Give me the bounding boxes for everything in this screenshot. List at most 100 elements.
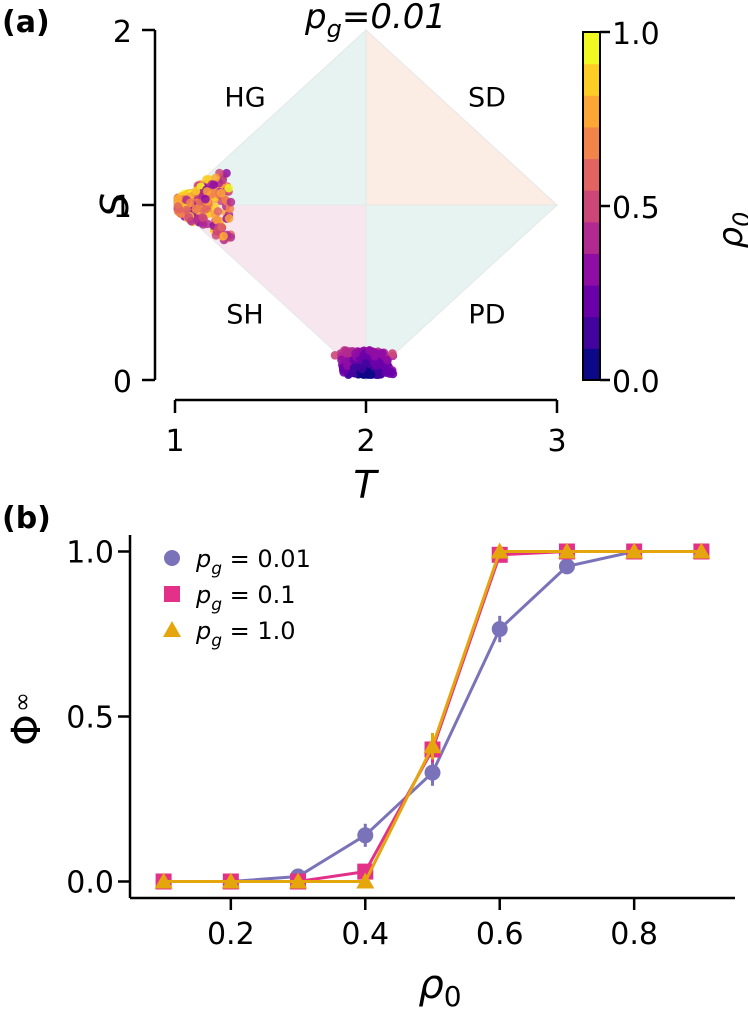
x-tick-label: 2 (356, 424, 375, 459)
data-point (491, 621, 508, 638)
panel-a-xlabel: T (353, 463, 379, 507)
colorbar-segment (583, 95, 600, 128)
title-symbol: p (304, 0, 327, 37)
scatter-point (330, 350, 340, 360)
colorbar-tick-label: 0.5 (612, 191, 660, 226)
colorbar-segment (583, 348, 600, 381)
scatter-point (226, 197, 236, 207)
legend-value: = 0.01 (222, 545, 311, 573)
x-tick-label: 0.2 (207, 917, 255, 952)
ylabel-superscript: ∞ (8, 692, 36, 712)
scatter-point (388, 349, 397, 358)
data-point (221, 872, 240, 889)
scatter-point (201, 204, 211, 214)
legend-entry: pg = 1.0 (195, 617, 296, 651)
colorbar-segment (583, 158, 600, 191)
data-point (558, 558, 575, 575)
region-group: HG SD SH PD (173, 28, 559, 382)
colorbar-segment (583, 126, 600, 160)
scatter-points (173, 168, 398, 380)
panel-b-ylabel: Φ ∞ (4, 692, 50, 746)
data-point (490, 542, 509, 559)
ylabel-main: Φ (4, 714, 50, 745)
scatter-point (337, 355, 346, 365)
colorbar-tick-label: 1.0 (612, 17, 660, 52)
scatter-point (202, 175, 211, 184)
colorbar-segment (583, 63, 600, 96)
scatter-point (224, 214, 234, 223)
scatter-point (343, 361, 352, 370)
region-sd (365, 28, 559, 206)
legend-marker (163, 621, 181, 637)
x-tick-label: 1 (165, 424, 184, 459)
title-subscript: g (327, 15, 342, 43)
legend-marker (164, 550, 180, 566)
colorbar-segment (583, 221, 600, 254)
scatter-point (349, 363, 359, 373)
y-tick-label: 0 (113, 365, 132, 400)
scatter-point (191, 186, 201, 196)
data-point (154, 872, 173, 889)
scatter-point (213, 207, 223, 216)
x-tick-label: 3 (547, 424, 566, 459)
panel-b-axes: 0.0 0.5 1.0 0.2 0.4 0.6 0.8 (66, 535, 735, 952)
x-tick-label: 0.4 (341, 917, 389, 952)
scatter-point (376, 349, 386, 359)
legend-value: = 0.1 (222, 581, 296, 609)
data-point (625, 542, 644, 559)
legend-symbol: p (195, 581, 211, 609)
scatter-point (370, 351, 379, 361)
scatter-point (201, 194, 210, 204)
y-tick-label: 2 (113, 15, 132, 50)
x-tick-label: 0.6 (476, 917, 524, 952)
x-tick-label: 0.8 (610, 917, 658, 952)
legend-subscript: g (211, 595, 222, 615)
scatter-point (381, 368, 391, 377)
legend-entry: pg = 0.01 (195, 545, 311, 579)
xlabel-subscript: 0 (444, 980, 462, 1013)
region-label-sd: SD (468, 82, 506, 113)
region-label-sh: SH (226, 300, 263, 331)
scatter-point (191, 204, 201, 214)
panel-a-ylabel: S (93, 193, 137, 217)
colorbar-segment (583, 316, 600, 349)
y-tick-label: 0.0 (66, 866, 114, 901)
panel-a-label: (a) (2, 5, 50, 40)
legend-symbol: p (195, 617, 211, 645)
scatter-point (173, 194, 183, 203)
y-tick-label: 1.0 (66, 536, 114, 571)
region-label-pd: PD (468, 300, 505, 331)
colorbar-segment (583, 253, 600, 286)
scatter-point (217, 222, 226, 232)
series-triangle (154, 542, 711, 889)
legend-subscript: g (211, 631, 222, 651)
legend-entry: pg = 0.1 (195, 581, 296, 615)
panel-a-title: pg=0.01 (304, 0, 446, 43)
scatter-point (209, 180, 219, 190)
scatter-point (202, 187, 212, 196)
xlabel-symbol: ρ (418, 962, 443, 1008)
panel-b-label: (b) (2, 501, 51, 536)
y-tick-label: 0.5 (66, 701, 114, 736)
scatter-point (173, 202, 183, 211)
legend-marker (164, 586, 180, 602)
scatter-point (351, 349, 360, 358)
legend-subscript: g (211, 559, 222, 579)
scatter-point (371, 361, 381, 370)
colorbar-segment (583, 32, 600, 65)
colorbar-tick-label: 0.0 (612, 365, 660, 400)
colorbar-label: ρ0 (711, 212, 748, 249)
legend-symbol: p (195, 545, 211, 573)
scatter-point (222, 168, 231, 178)
scatter-point (184, 212, 194, 222)
legend-value: = 1.0 (222, 617, 296, 645)
colorbar: 0.0 0.5 1.0 (582, 17, 660, 400)
scatter-point (219, 231, 228, 241)
region-label-hg: HG (224, 82, 265, 113)
scatter-point (212, 215, 222, 225)
title-value: =0.01 (342, 0, 446, 37)
